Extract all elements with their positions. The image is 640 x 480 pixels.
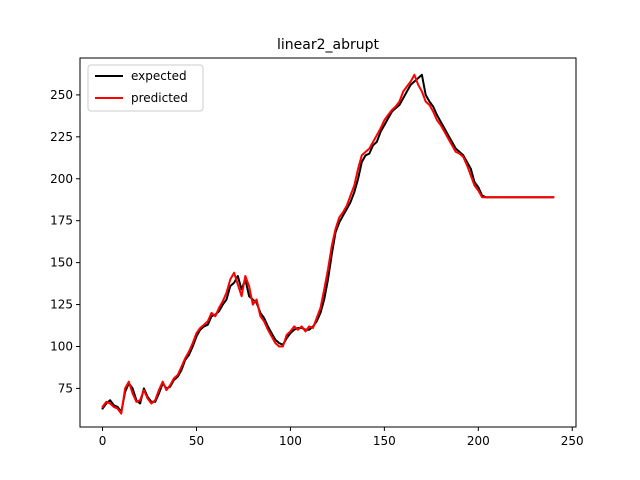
y-tick-label: 75 [58, 381, 73, 395]
y-tick-label: 200 [50, 172, 73, 186]
x-tick-label: 250 [561, 434, 584, 448]
x-tick-label: 50 [189, 434, 204, 448]
series-line-predicted [101, 73, 555, 415]
legend-label-expected: expected [131, 69, 187, 83]
y-tick-label: 175 [50, 214, 73, 228]
x-tick-label: 0 [99, 434, 107, 448]
y-tick-label: 100 [50, 339, 73, 353]
y-tick-label: 125 [50, 298, 73, 312]
legend-label-predicted: predicted [131, 91, 188, 105]
y-tick-label: 150 [50, 256, 73, 270]
x-tick-label: 200 [467, 434, 490, 448]
x-tick-label: 100 [279, 434, 302, 448]
x-axis: 0 50 100 150 200 250 [99, 427, 584, 448]
y-axis: 75 100 125 150 175 200 225 250 [50, 88, 80, 395]
y-tick-label: 225 [50, 130, 73, 144]
chart-title: linear2_abrupt [277, 37, 379, 53]
legend: expected predicted [87, 64, 204, 112]
y-tick-label: 250 [50, 88, 73, 102]
plot-area [101, 73, 555, 415]
plot-frame [79, 57, 577, 428]
x-tick-label: 150 [373, 434, 396, 448]
series-line-expected [101, 73, 555, 413]
